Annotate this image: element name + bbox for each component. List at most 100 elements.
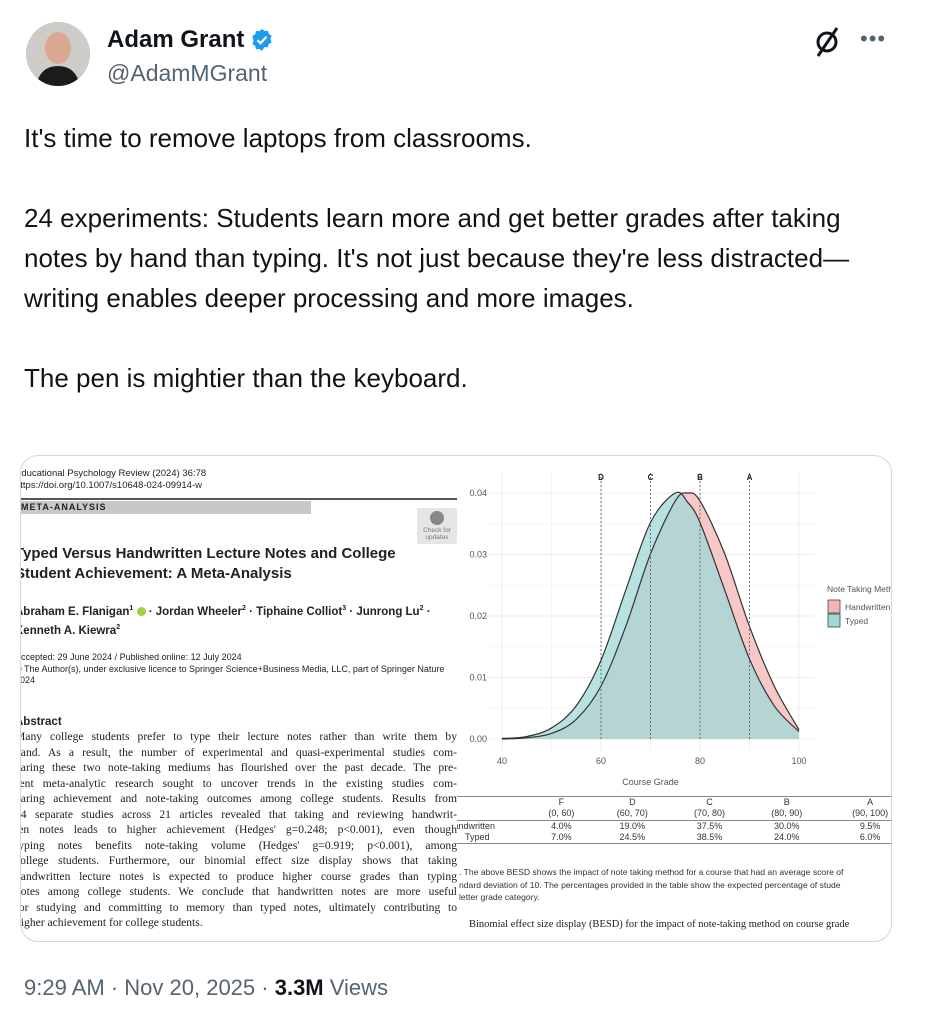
grade-range: (80, 90) <box>748 808 826 821</box>
author: Junrong Lu <box>356 605 420 618</box>
grade-range: (70, 80) <box>670 808 749 821</box>
y-tick-label: 0.01 <box>469 673 487 683</box>
y-tick-label: 0.02 <box>469 611 487 621</box>
abstract: Many college students prefer to type the… <box>21 729 457 931</box>
table-cell: 30.0% <box>773 821 800 831</box>
abstract-line: typing notes benefits note-taking volume… <box>21 838 457 852</box>
verified-badge-icon[interactable] <box>250 28 274 52</box>
row-label: Handwritten <box>457 821 496 831</box>
orcid-icon <box>136 607 146 617</box>
table-rule <box>457 796 891 797</box>
author-handle[interactable]: @AdamMGrant <box>107 60 268 86</box>
density-chart: 0.00 0.01 0.02 0.03 0.04 40 60 80 100 Course Grad… <box>469 473 891 787</box>
abstract-heading: Abstract <box>21 716 62 728</box>
x-tick-label: 40 <box>497 756 507 766</box>
check-updates-text: updates <box>425 534 449 541</box>
affiliation: 3 <box>342 605 347 612</box>
grade-label: D <box>598 473 604 482</box>
views-count: 3.3M <box>274 975 324 1000</box>
avatar[interactable] <box>26 22 90 86</box>
legend-label: Handwritten <box>845 602 891 612</box>
figure-title: Binomial effect size display (BESD) for … <box>469 919 850 930</box>
doi: https://doi.org/10.1007/s10648-024-09914… <box>21 480 202 491</box>
tweet-paragraph: 24 experiments: Students learn more and … <box>24 203 850 313</box>
more-button[interactable]: ••• <box>860 26 886 52</box>
abstract-line: for studying and committing to memory th… <box>21 900 457 914</box>
grade-header: C <box>706 797 713 807</box>
abstract-line: hand. As a result, the number of experim… <box>21 745 457 759</box>
caption-line: . The above BESD shows the impact of not… <box>459 867 844 877</box>
paper-dates: Accepted: 29 June 2024 / Published onlin… <box>21 652 444 687</box>
row-label: Typed <box>457 832 529 844</box>
table-cell: 38.5% <box>670 832 749 844</box>
table-cell: 4.0% <box>551 821 572 831</box>
author-name[interactable]: Adam Grant <box>107 26 245 53</box>
abstract-line: handwritten lecture notes is expected to… <box>21 869 457 883</box>
tweet-footer: 9:29 AM · Nov 20, 2025 · 3.3M Views <box>24 975 389 1000</box>
author-name-row[interactable]: Adam Grant <box>107 26 274 54</box>
grade-header: A <box>867 797 874 807</box>
besd-table-section: F D C B A (0, 60) (60, 70) (70, 80) (80,… <box>457 791 891 941</box>
tweet-text: It's time to remove laptops from classro… <box>24 118 904 438</box>
title-line: Typed Versus Handwritten Lecture Notes a… <box>21 545 396 562</box>
author: Abraham E. Flanigan <box>21 605 130 618</box>
divider <box>21 498 457 500</box>
tweet-paragraph: The pen is mightier than the keyboard. <box>24 363 468 393</box>
table-caption: . The above BESD shows the impact of not… <box>459 866 891 904</box>
author: Jordan Wheeler <box>155 605 243 618</box>
grok-button[interactable] <box>812 24 842 58</box>
legend-label: Typed <box>845 616 868 626</box>
tweet-time[interactable]: 9:29 AM <box>24 975 105 1000</box>
check-updates-text: Check for <box>423 527 451 534</box>
abstract-line: paring these two note-taking mediums has… <box>21 761 457 774</box>
x-axis-label: Course Grade <box>622 777 679 787</box>
x-tick-label: 80 <box>695 756 705 766</box>
grade-range: (60, 70) <box>593 808 671 821</box>
affiliation: 2 <box>419 605 424 612</box>
abstract-line: ten notes leads to higher achievement (H… <box>21 823 457 836</box>
density-line-handwritten <box>501 492 800 740</box>
dates: Accepted: 29 June 2024 / Published onlin… <box>21 652 242 662</box>
table-cell: 6.0% <box>825 832 891 844</box>
abstract-line: notes among college students. We conclud… <box>21 885 457 898</box>
abstract-line: 24 separate studies across 21 articles r… <box>21 807 457 821</box>
x-tick-label: 60 <box>596 756 606 766</box>
density-area-typed <box>502 492 799 739</box>
avatar-photo <box>26 22 90 86</box>
copyright-year: 2024 <box>21 675 36 685</box>
section-label: META-ANALYSIS <box>21 501 311 514</box>
table-cell: 19.0% <box>619 821 646 831</box>
tweet-date[interactable]: Nov 20, 2025 <box>124 975 256 1000</box>
legend-title: Note Taking Method <box>827 584 891 594</box>
author: Kenneth A. Kiewra <box>21 624 117 637</box>
copyright: © The Author(s), under exclusive licence… <box>21 663 445 674</box>
table-row: Handwritten 4.0% 19.0% 37.5% 30.0% 9.5% <box>457 821 891 833</box>
grade-label: B <box>697 473 703 482</box>
table-cell: 24.0% <box>748 832 826 844</box>
grade-range: (0, 60) <box>529 808 594 821</box>
media-image[interactable]: Educational Psychology Review (2024) 36:… <box>20 455 892 942</box>
abstract-line: paring achievement and note-taking outco… <box>21 792 457 805</box>
y-tick-label: 0.00 <box>469 734 487 744</box>
grade-header: F <box>558 797 565 807</box>
legend-swatch <box>827 613 841 628</box>
affiliation: 2 <box>242 605 246 612</box>
views-label: Views <box>329 975 389 1000</box>
abstract-line: sent meta-analytic research sought to un… <box>21 776 457 790</box>
affiliation: 1 <box>129 605 134 612</box>
journal-name: Educational Psychology Review (2024) 36:… <box>21 468 207 479</box>
journal-info: Educational Psychology Review (2024) 36:… <box>21 468 206 492</box>
besd-table: F D C B A (0, 60) (60, 70) (70, 80) (80,… <box>457 797 891 844</box>
y-tick-label: 0.03 <box>469 550 487 560</box>
x-tick-label: 100 <box>791 756 806 766</box>
abstract-line: higher achievement for college students. <box>21 916 203 929</box>
tweet-paragraph: It's time to remove laptops from classro… <box>24 123 532 153</box>
check-updates-badge: Check for updates <box>417 508 457 544</box>
paper-title: Typed Versus Handwritten Lecture Notes a… <box>21 544 396 584</box>
paper-excerpt: Educational Psychology Review (2024) 36:… <box>21 456 457 941</box>
check-updates-icon <box>430 511 444 525</box>
abstract-line: college students. Furthermore, our binom… <box>21 854 457 867</box>
grade-header: D <box>629 797 636 807</box>
y-tick-label: 0.04 <box>469 488 487 498</box>
more-icon: ••• <box>860 26 887 51</box>
